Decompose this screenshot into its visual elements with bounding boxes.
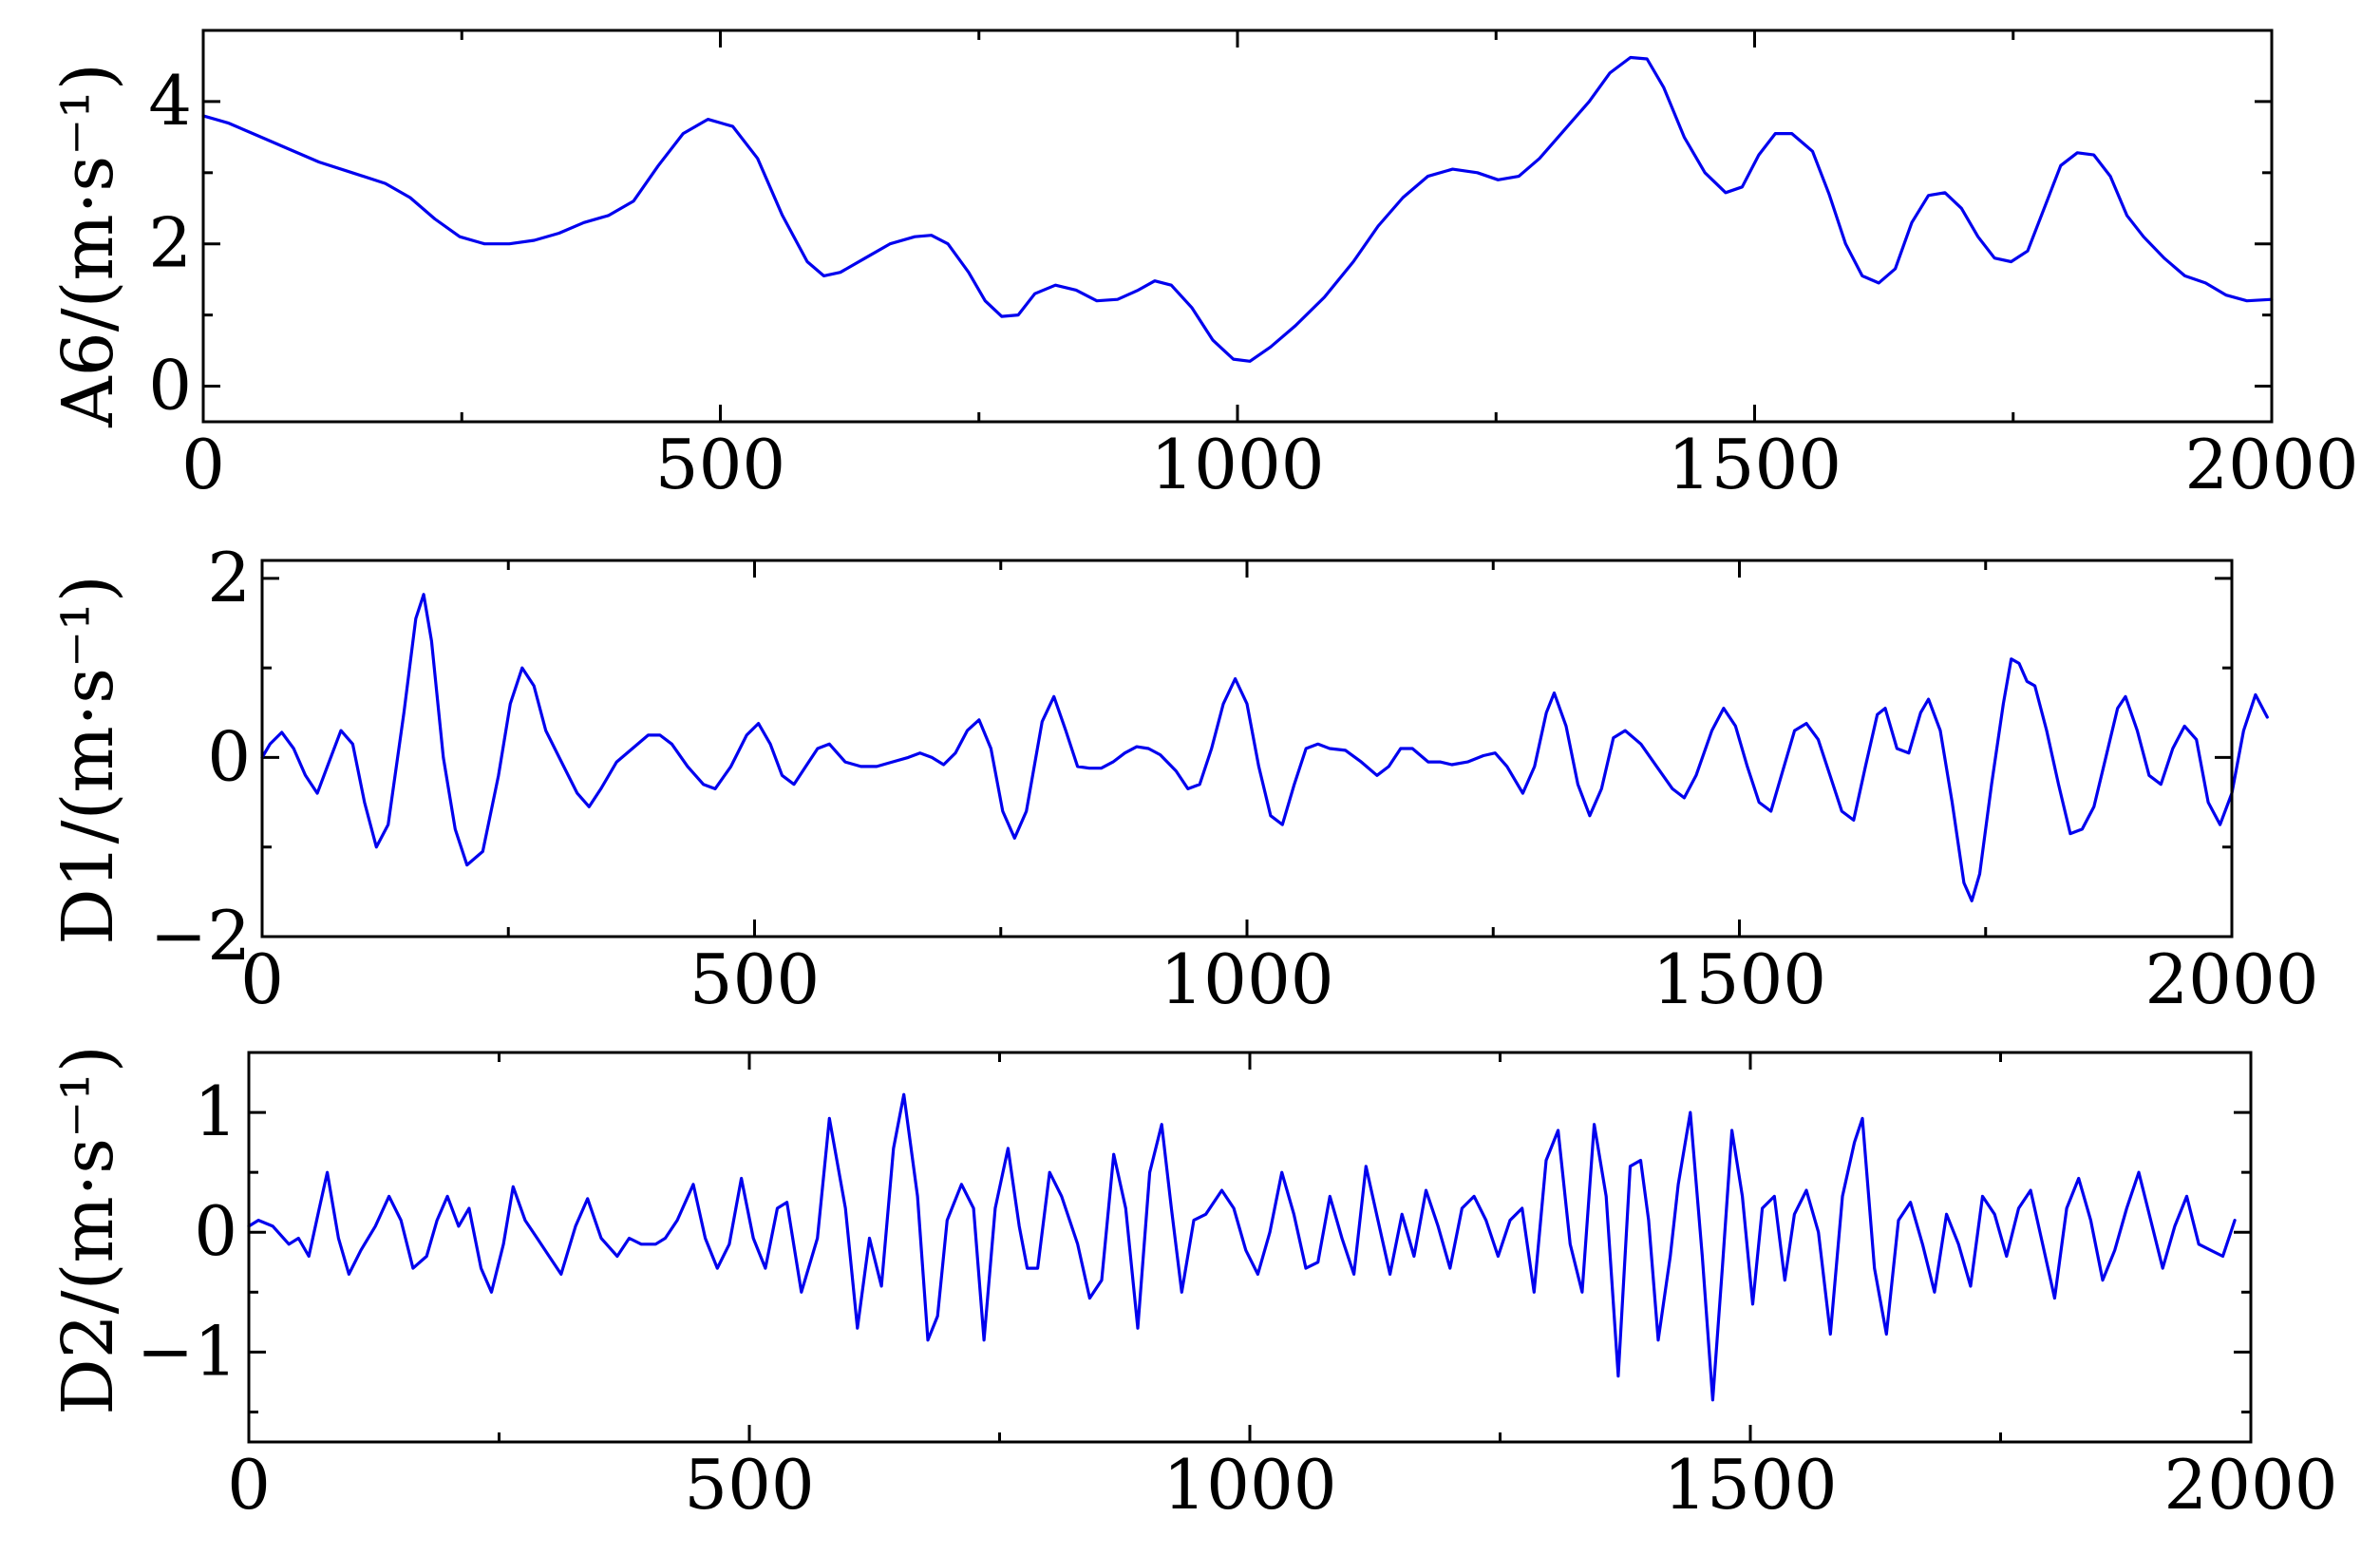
x-tick-label: 1000	[1162, 1445, 1336, 1525]
y-tick-label: 2	[207, 538, 251, 617]
panel-d2-ylabel: D2/(m·s⁻¹)	[47, 1045, 129, 1414]
y-tick-label: 0	[207, 716, 251, 796]
panel-d2-frame	[247, 1051, 2253, 1444]
x-tick-label: 1500	[1668, 425, 1842, 504]
panel-a6-series-line	[201, 55, 2274, 363]
x-tick-label: 2000	[2144, 939, 2318, 1019]
x-tick-label: 2000	[2184, 425, 2358, 504]
panel-d1-frame	[260, 559, 2234, 939]
y-tick-label: 0	[194, 1191, 237, 1271]
y-tick-label: 1	[194, 1071, 237, 1151]
y-tick-label: 2	[148, 203, 192, 283]
panel-d1-ticks: 0 500 1000 1500 2000−202	[150, 538, 2319, 1019]
panel-a6-ylabel: A6/(m·s⁻¹)	[47, 63, 129, 428]
x-tick-label: 1500	[1653, 939, 1826, 1019]
y-tick-label: −2	[150, 896, 251, 976]
x-tick-label: 500	[655, 425, 785, 504]
panel-a6: A6/(m·s⁻¹) 0 500 1000 1500 2000 0 2 4	[47, 28, 2359, 504]
panel-d1-ylabel: D1/(m·s⁻¹)	[47, 575, 129, 944]
x-tick-label: 0	[181, 425, 225, 504]
panel-d2: D2/(m·s⁻¹) 0 500 1000 1500 2000 −1 0 1	[47, 1045, 2338, 1525]
x-tick-label: 1000	[1150, 425, 1324, 504]
panel-d2-series-line	[247, 1092, 2237, 1402]
panel-a6-frame	[201, 28, 2274, 424]
panel-d1-series-line	[260, 593, 2269, 902]
x-tick-label: 0	[227, 1445, 271, 1525]
panel-a6-ticks: 0 500 1000 1500 2000 0 2 4	[148, 28, 2359, 504]
x-tick-label: 0	[240, 939, 284, 1019]
y-tick-label: 4	[148, 61, 192, 141]
x-tick-label: 1500	[1663, 1445, 1837, 1525]
x-tick-label: 500	[684, 1445, 814, 1525]
panel-d1: D1/(m·s⁻¹) 0 500 1000 1500 2000−202	[47, 538, 2319, 1019]
x-tick-label: 500	[689, 939, 820, 1019]
x-tick-label: 2000	[2163, 1445, 2337, 1525]
x-tick-label: 1000	[1160, 939, 1333, 1019]
y-tick-label: 0	[148, 346, 192, 426]
panel-d2-ticks: 0 500 1000 1500 2000 −1 0 1	[137, 1051, 2338, 1525]
y-tick-label: −1	[137, 1311, 237, 1391]
